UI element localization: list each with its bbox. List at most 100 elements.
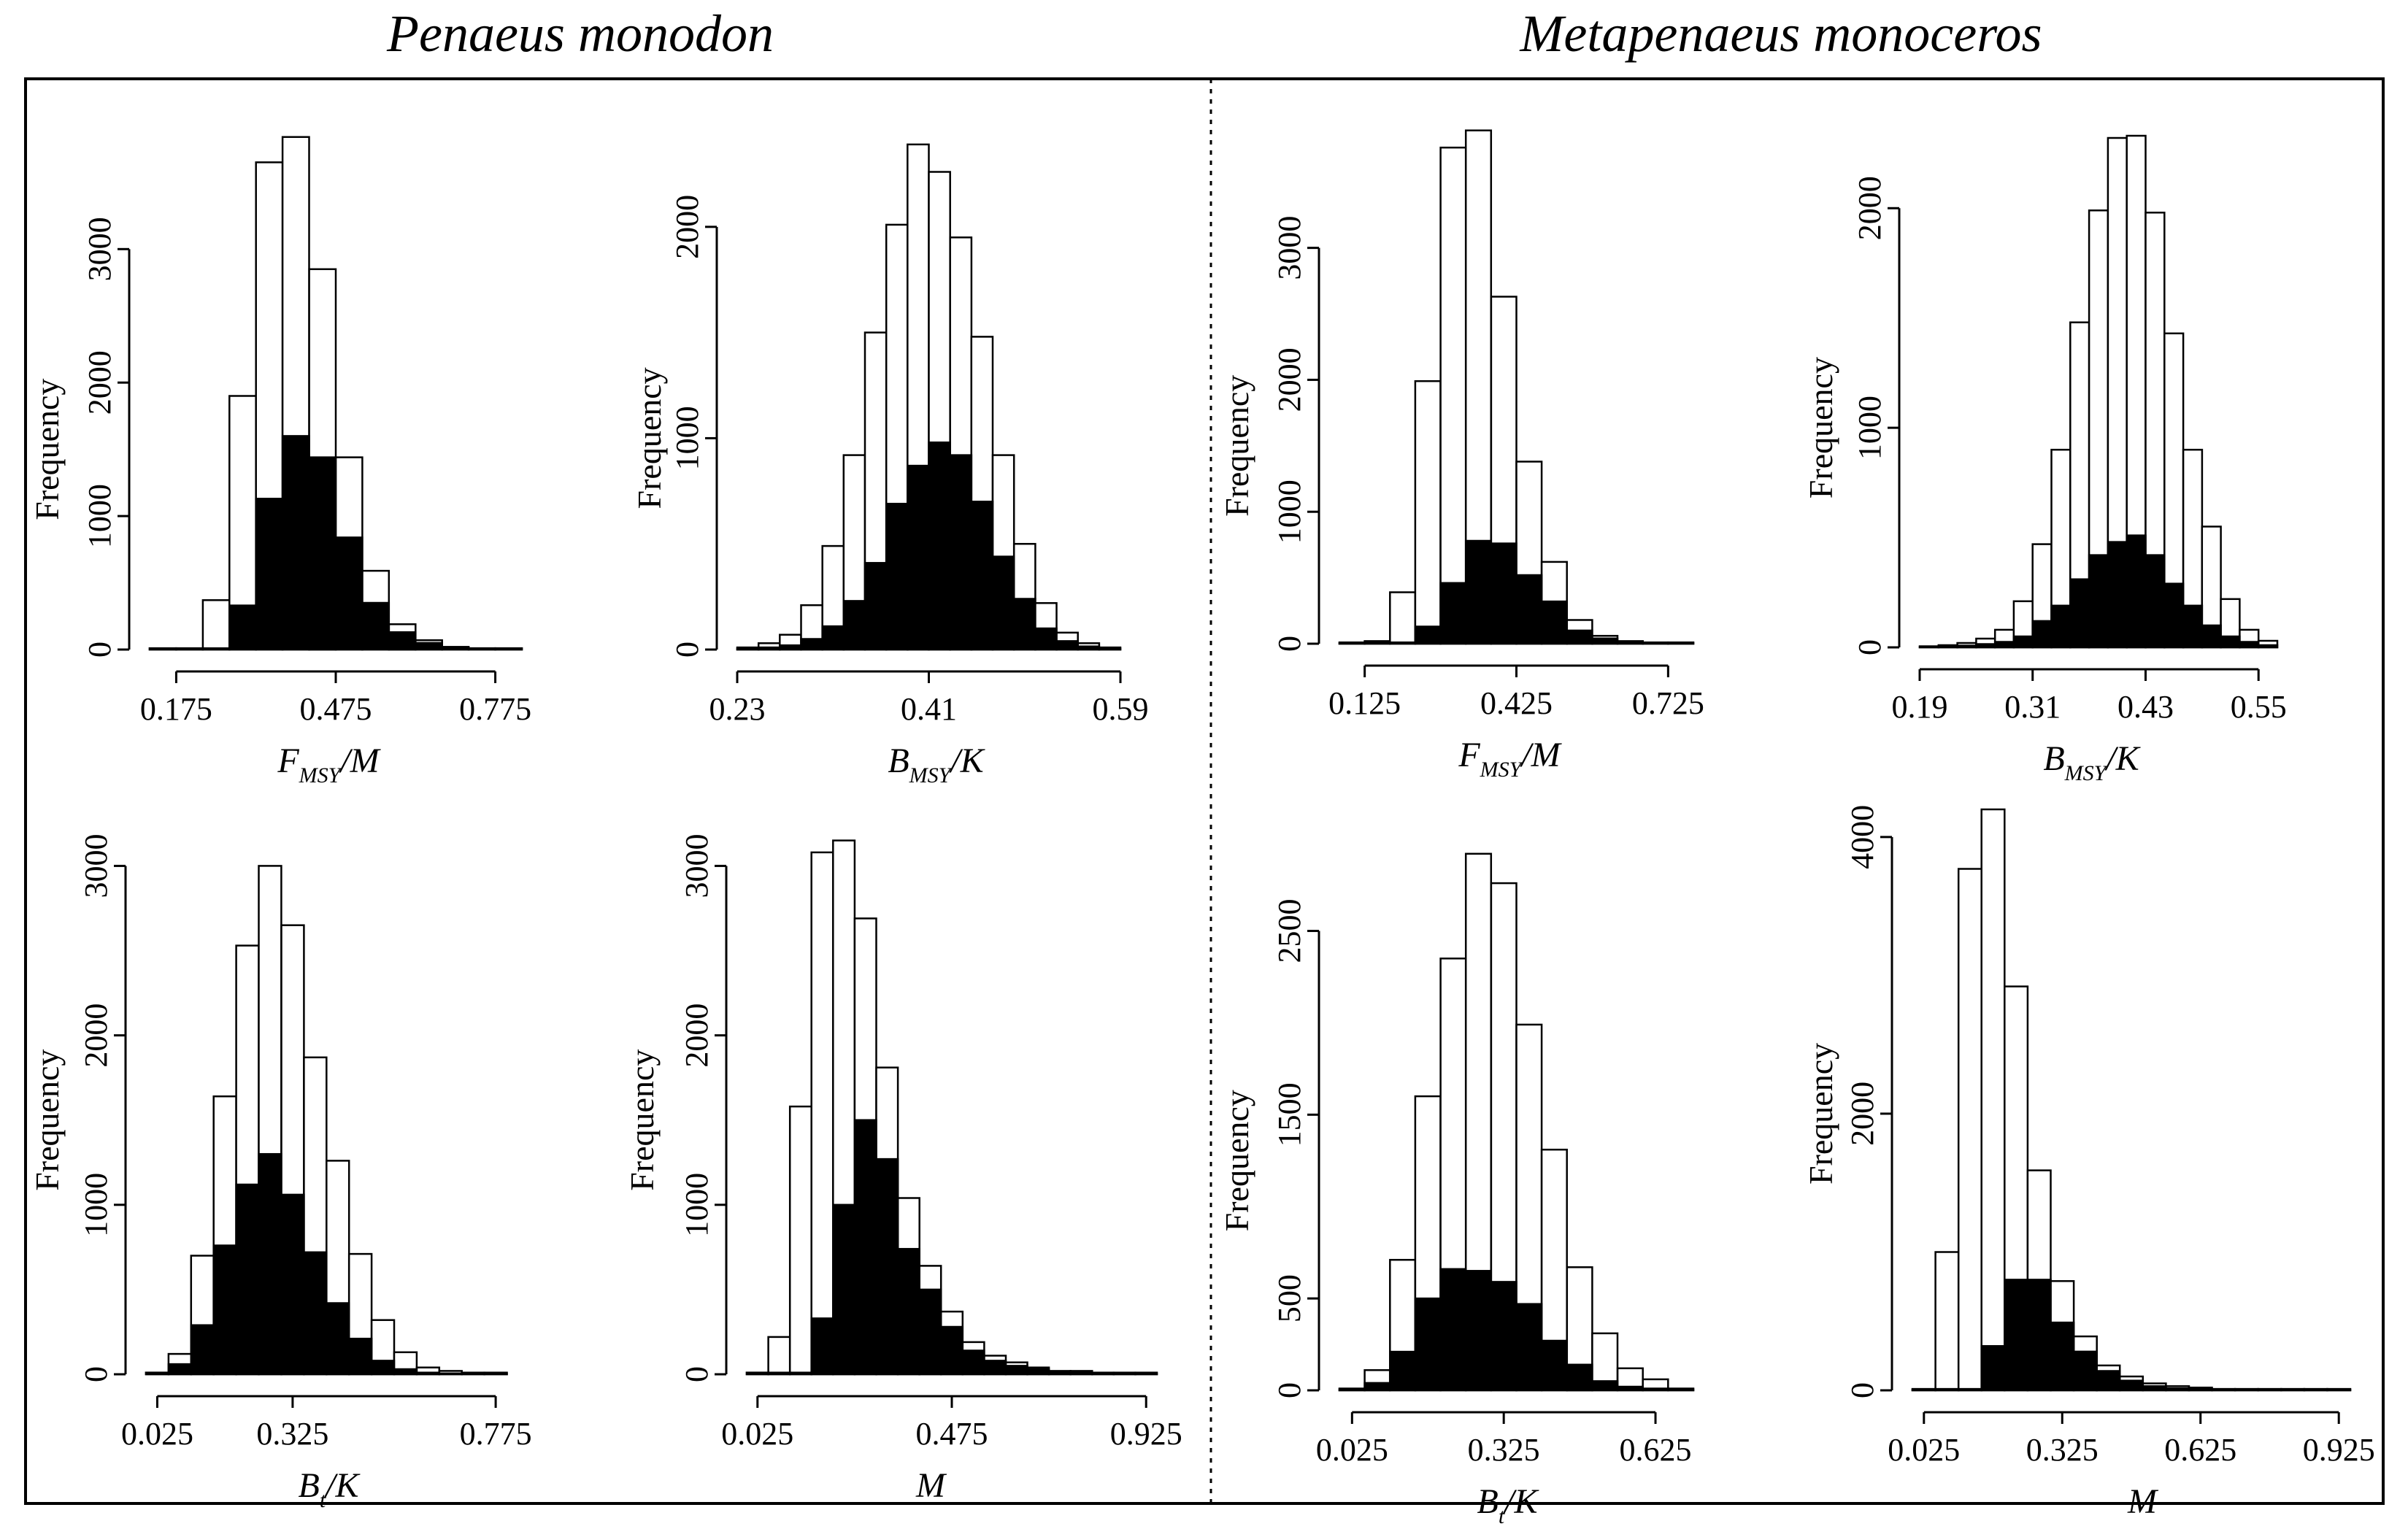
- bar-total: [1934, 1251, 1960, 1392]
- histogram-panel-mm_m: 0 2000 4000 Frequency 0.025 0.325 0.625 0.925 M: [1802, 805, 2375, 1521]
- bar-subset: [1464, 1270, 1493, 1392]
- bar-subset: [779, 644, 802, 651]
- bar-subset: [1957, 1387, 1983, 1392]
- bar-subset: [1490, 1281, 1517, 1392]
- bar-total: [1389, 591, 1417, 645]
- y-axis-label: Frequency: [1802, 357, 1839, 498]
- bar-subset: [1515, 1303, 1543, 1392]
- bar-subset: [1490, 542, 1517, 645]
- bar-subset: [393, 1368, 418, 1376]
- bar-subset: [2072, 1350, 2098, 1392]
- bar-subset: [800, 638, 823, 651]
- bar-subset: [145, 1371, 170, 1376]
- bar-subset: [175, 647, 204, 651]
- bar-subset: [467, 647, 496, 651]
- x-tick-label: 0.41: [901, 691, 957, 727]
- bar-subset: [494, 647, 523, 651]
- y-axis-label: Frequency: [28, 379, 66, 520]
- bar-subset: [885, 502, 909, 651]
- x-tick-label: 0.025: [121, 1416, 193, 1452]
- bar-subset: [415, 1371, 441, 1376]
- x-axis-label: Bt/K: [1477, 1482, 1539, 1528]
- y-tick-label: 2000: [1852, 176, 1888, 240]
- x-tick-label: 0.475: [916, 1416, 988, 1452]
- y-tick-label: 2000: [1272, 347, 1307, 412]
- bar-subset: [1540, 600, 1568, 645]
- x-axis-label: M: [2127, 1482, 2159, 1521]
- bar-subset: [415, 642, 443, 651]
- bar-total: [1980, 808, 2006, 1392]
- bar-subset: [1642, 1387, 1669, 1392]
- bar-total: [767, 1336, 791, 1376]
- y-tick-label: 2000: [1845, 1082, 1880, 1146]
- bar-subset: [918, 1288, 942, 1376]
- bar-total: [1957, 868, 1983, 1392]
- species-title-left: Penaeus monodon: [386, 4, 774, 63]
- y-axis-label: Frequency: [623, 1049, 661, 1191]
- bar-subset: [2096, 1370, 2121, 1392]
- bar-subset: [767, 1371, 791, 1376]
- x-tick-label: 0.325: [2026, 1432, 2099, 1468]
- bar-subset: [1069, 1371, 1093, 1376]
- y-tick-label: 0: [679, 1366, 715, 1382]
- x-tick-label: 0.23: [709, 691, 766, 727]
- bar-subset: [2118, 1379, 2144, 1392]
- bar-subset: [1026, 1368, 1050, 1376]
- y-tick-label: 0: [1845, 1382, 1880, 1398]
- bar-subset: [1464, 539, 1493, 645]
- bar-total: [1439, 146, 1467, 645]
- bar-subset: [1616, 1385, 1644, 1392]
- x-tick-label: 0.925: [1110, 1416, 1182, 1452]
- bar-subset: [1540, 1339, 1568, 1392]
- histogram-panel-pm_btk: 0 1000 2000 3000 Frequency 0.025 0.325 0.775 Bt/…: [28, 833, 532, 1512]
- y-tick-label: 0: [82, 642, 118, 658]
- bar-subset: [190, 1324, 215, 1376]
- bar-subset: [361, 601, 391, 651]
- bar-subset: [1591, 637, 1619, 645]
- bar-subset: [832, 1203, 856, 1376]
- bar-subset: [2107, 541, 2128, 649]
- y-tick-label: 3000: [1272, 216, 1307, 280]
- histogram-panel-mm_bmsy: 0 1000 2000 Frequency 0.19 0.31 0.43 0.55 BMSY/K: [1802, 134, 2287, 785]
- histogram-panel-mm_btk: 0 500 1500 2500 Frequency 0.025 0.325 0.625 Bt/K: [1218, 852, 1695, 1528]
- y-tick-label: 1000: [1272, 480, 1307, 544]
- bar-subset: [2126, 534, 2147, 649]
- bar-subset: [1098, 647, 1122, 651]
- x-axis-label: FMSY/M: [277, 742, 381, 787]
- bar-subset: [255, 498, 284, 651]
- bar-subset: [1642, 642, 1669, 645]
- bar-subset: [1034, 627, 1058, 651]
- bar-subset: [2257, 644, 2279, 649]
- y-tick-label: 0: [1272, 1382, 1307, 1398]
- bar-subset: [863, 562, 888, 651]
- bar-subset: [334, 536, 363, 651]
- bar-subset: [745, 1371, 769, 1376]
- bar-subset: [1338, 642, 1366, 645]
- x-tick-label: 0.725: [1632, 685, 1704, 721]
- x-tick-label: 0.925: [2303, 1432, 2375, 1468]
- bar-total: [810, 851, 834, 1376]
- bar-subset: [1012, 598, 1036, 651]
- bar-subset: [2165, 1387, 2190, 1392]
- x-tick-label: 0.59: [1093, 691, 1149, 727]
- bar-subset: [2026, 1279, 2052, 1392]
- y-tick-label: 3000: [82, 217, 118, 281]
- y-tick-label: 2000: [679, 1004, 715, 1068]
- bar-subset: [308, 456, 337, 651]
- bar-subset: [961, 1349, 985, 1376]
- y-tick-label: 1000: [679, 1173, 715, 1237]
- bar-subset: [258, 1152, 282, 1376]
- bar-subset: [1363, 1382, 1391, 1392]
- bar-subset: [810, 1317, 834, 1376]
- bar-subset: [991, 555, 1015, 651]
- bar-subset: [1667, 642, 1695, 645]
- bar-subset: [2050, 1321, 2075, 1392]
- bar-subset: [1077, 645, 1101, 651]
- x-axis-label: BMSY/K: [888, 742, 985, 787]
- bar-subset: [370, 1360, 396, 1376]
- bar-subset: [228, 604, 257, 651]
- x-tick-label: 0.025: [1316, 1432, 1388, 1468]
- bar-subset: [1975, 643, 1996, 649]
- x-tick-label: 0.025: [721, 1416, 793, 1452]
- x-tick-label: 0.475: [300, 691, 372, 727]
